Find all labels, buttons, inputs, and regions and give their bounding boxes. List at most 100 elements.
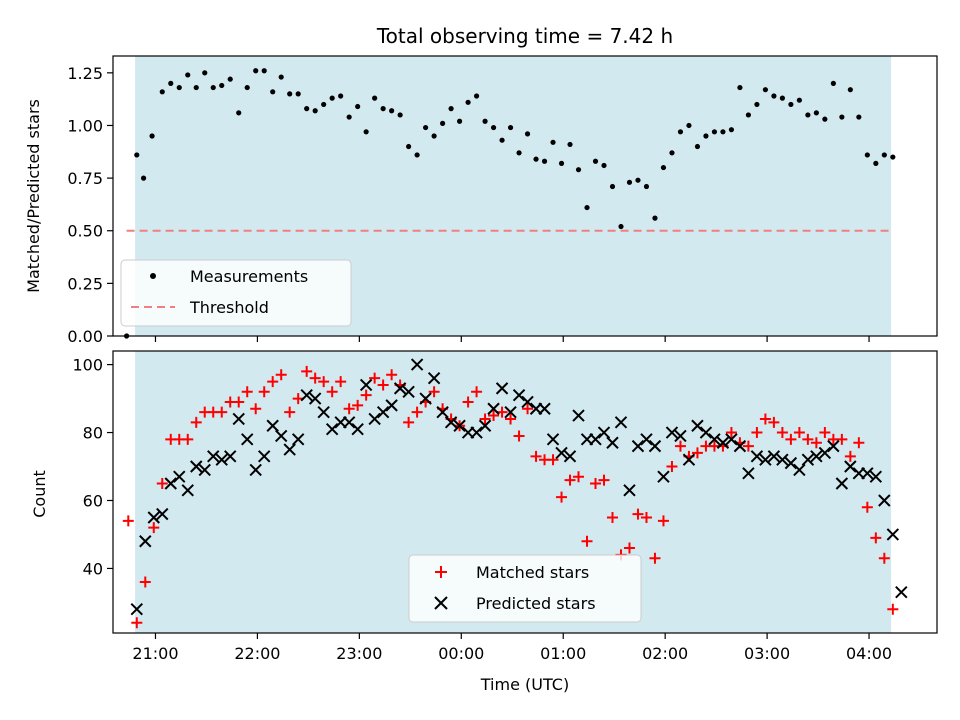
data-point	[207, 450, 220, 463]
bottom-series-predicted-stars	[130, 358, 908, 616]
data-point	[470, 426, 483, 439]
data-point	[805, 112, 811, 118]
data-point	[550, 139, 556, 145]
data-point	[363, 129, 369, 135]
data-point	[219, 82, 225, 89]
data-point	[767, 450, 781, 463]
data-point	[643, 183, 650, 190]
data-point	[444, 416, 458, 429]
data-point	[198, 463, 211, 477]
legend-matched-marker	[435, 566, 447, 578]
data-point	[648, 439, 662, 453]
data-point	[703, 133, 709, 139]
bottom-axes-frame	[112, 350, 938, 634]
data-point	[649, 552, 661, 564]
bottom-legend-box	[408, 554, 642, 623]
data-point	[249, 463, 262, 477]
data-point	[236, 110, 242, 116]
data-point	[623, 542, 635, 554]
data-point	[266, 419, 279, 432]
data-point	[785, 433, 797, 445]
y-tick-label: 0.50	[67, 222, 103, 241]
data-point	[793, 463, 806, 477]
x-tick-label: 04:00	[846, 644, 892, 663]
data-point	[295, 91, 301, 97]
data-point	[372, 95, 378, 101]
chart-title: Total observing time = 7.42 h	[376, 24, 673, 48]
y-tick-label: 1.25	[67, 64, 103, 83]
data-point	[754, 101, 760, 108]
y-tick-label: 0.00	[67, 327, 103, 346]
data-point	[368, 412, 381, 426]
legend-measurements-marker	[150, 273, 156, 279]
data-point	[691, 447, 703, 459]
data-point	[147, 511, 160, 524]
data-point	[377, 379, 389, 391]
data-point	[793, 427, 805, 439]
data-point	[524, 131, 531, 137]
top-y-axis-label: Matched/Predicted stars	[24, 99, 43, 293]
data-point	[555, 446, 568, 460]
data-point	[750, 450, 764, 463]
data-point	[635, 177, 641, 183]
data-point	[665, 426, 679, 439]
data-point	[453, 419, 466, 432]
data-point	[844, 450, 856, 462]
data-point	[878, 494, 891, 507]
data-point	[168, 80, 174, 86]
data-point	[312, 108, 318, 114]
data-point	[318, 376, 330, 388]
data-point	[301, 365, 313, 377]
y-tick-label: 100	[72, 356, 103, 375]
data-point	[521, 395, 534, 409]
data-point	[499, 137, 505, 143]
data-point	[742, 440, 754, 452]
data-point	[513, 430, 525, 442]
data-point	[190, 416, 202, 428]
data-point	[522, 403, 534, 415]
data-point	[360, 389, 372, 401]
data-point	[496, 406, 508, 418]
data-point	[788, 101, 794, 108]
data-point	[159, 89, 165, 95]
data-point	[488, 410, 500, 422]
data-point	[575, 167, 582, 173]
data-point	[530, 450, 542, 462]
data-point	[861, 501, 873, 513]
data-point	[801, 453, 815, 466]
data-point	[631, 439, 645, 453]
data-point	[640, 511, 652, 523]
data-point	[674, 429, 687, 443]
data-point	[813, 110, 819, 116]
data-point	[185, 72, 191, 78]
x-tick-label: 03:00	[744, 644, 790, 663]
data-point	[411, 406, 423, 418]
data-point	[584, 204, 590, 211]
data-point	[131, 617, 143, 629]
data-point	[567, 141, 573, 148]
data-point	[822, 116, 828, 122]
data-point	[742, 467, 755, 480]
data-point	[691, 419, 704, 432]
data-point	[666, 461, 678, 473]
data-point	[403, 416, 415, 428]
data-point	[606, 511, 618, 523]
data-point	[751, 427, 763, 439]
data-point	[869, 470, 883, 483]
data-point	[609, 183, 616, 190]
data-point	[423, 124, 429, 131]
data-point	[762, 87, 769, 93]
data-point	[564, 474, 576, 486]
data-point	[278, 74, 284, 80]
data-point	[546, 433, 560, 446]
x-tick-label: 02:00	[642, 644, 688, 663]
y-tick-label: 80	[83, 424, 103, 443]
data-point	[887, 603, 899, 615]
data-point	[810, 450, 823, 463]
data-point	[258, 450, 271, 463]
data-point	[759, 453, 772, 466]
legend-predicted-label: Predicted stars	[476, 594, 596, 613]
data-point	[182, 433, 194, 445]
data-point	[878, 552, 890, 564]
data-point	[547, 454, 559, 466]
